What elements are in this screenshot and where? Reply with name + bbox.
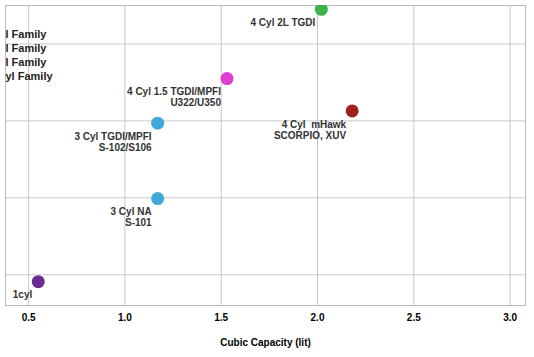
svg-text:1.5: 1.5 bbox=[214, 312, 228, 323]
svg-text:2.5: 2.5 bbox=[407, 312, 421, 323]
svg-text:4 Cyl 2L TGDI: 4 Cyl 2L TGDI bbox=[251, 17, 316, 28]
svg-text:l Family: l Family bbox=[6, 42, 48, 54]
svg-text:3 Cyl TGDI/MPFIS-102/S106: 3 Cyl TGDI/MPFIS-102/S106 bbox=[74, 131, 152, 153]
svg-text:4 Cyl 1.5 TGDI/MPFIU322/U350: 4 Cyl 1.5 TGDI/MPFIU322/U350 bbox=[127, 86, 221, 108]
svg-text:2.0: 2.0 bbox=[311, 312, 325, 323]
svg-text:3.0: 3.0 bbox=[503, 312, 517, 323]
svg-text:Cubic Capacity (lit): Cubic Capacity (lit) bbox=[220, 337, 311, 348]
svg-text:1.0: 1.0 bbox=[118, 312, 132, 323]
svg-text:0.5: 0.5 bbox=[22, 312, 36, 323]
svg-text:3 Cyl NAS-101: 3 Cyl NAS-101 bbox=[111, 206, 153, 228]
svg-text:l Family: l Family bbox=[6, 28, 48, 40]
svg-text:4 Cyl mHawkSCORPIO, XUV: 4 Cyl mHawkSCORPIO, XUV bbox=[274, 119, 347, 141]
svg-text:1cyl: 1cyl bbox=[13, 289, 33, 300]
svg-text:yl Family: yl Family bbox=[6, 70, 54, 82]
svg-text:l Family: l Family bbox=[6, 56, 48, 68]
